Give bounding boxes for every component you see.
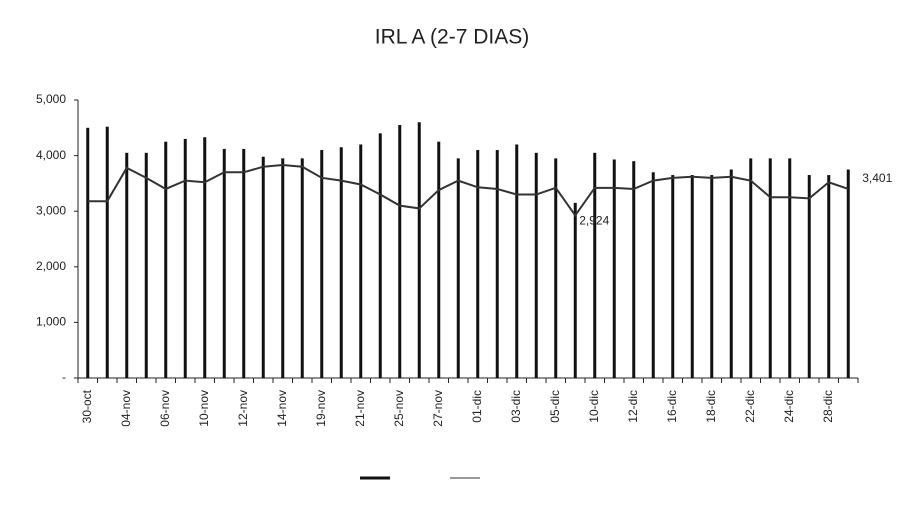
bar <box>125 152 129 378</box>
bar <box>300 158 304 378</box>
bar <box>86 127 90 378</box>
y-tick-label: 1,000 <box>36 315 66 329</box>
bar <box>105 126 109 378</box>
x-tick-label: 05-dic <box>548 390 562 423</box>
bar <box>378 133 382 378</box>
bar <box>807 175 811 378</box>
x-tick-label: 19-nov <box>314 390 328 427</box>
x-tick-label: 12-nov <box>236 390 250 427</box>
bar <box>456 158 460 378</box>
y-tick-label: 4,000 <box>36 148 66 162</box>
data-label: 3,401 <box>862 171 892 185</box>
bar <box>593 152 597 378</box>
bar <box>417 122 421 379</box>
bar <box>261 156 265 378</box>
bar <box>144 152 148 378</box>
chart-title: IRL A (2-7 DIAS) <box>375 26 529 49</box>
bar <box>651 172 655 378</box>
x-tick-label: 03-dic <box>509 390 523 423</box>
bar <box>495 150 499 378</box>
bar <box>320 150 324 378</box>
bar <box>612 159 616 378</box>
y-tick-label: 2,000 <box>36 259 66 273</box>
x-tick-label: 10-dic <box>587 390 601 423</box>
bar <box>183 138 187 378</box>
x-tick-label: 10-nov <box>197 390 211 427</box>
bar <box>827 175 831 378</box>
bar <box>281 158 285 378</box>
x-tick-label: 22-dic <box>743 390 757 423</box>
x-tick-label: 01-dic <box>470 390 484 423</box>
bar <box>768 158 772 378</box>
bar <box>749 158 753 378</box>
y-tick-label: 3,000 <box>36 203 66 217</box>
data-label: 2,924 <box>579 214 609 228</box>
bar <box>515 144 519 378</box>
x-tick-label: 30-oct <box>80 389 94 423</box>
bar <box>573 202 577 378</box>
bar <box>476 150 480 378</box>
bar <box>690 175 694 378</box>
bar <box>398 125 402 379</box>
y-tick-label: - <box>62 370 66 384</box>
bar <box>164 141 168 378</box>
x-tick-label: 21-nov <box>353 390 367 427</box>
bar <box>788 158 792 378</box>
bar <box>359 144 363 378</box>
bar <box>554 158 558 378</box>
bar <box>534 152 538 378</box>
x-tick-label: 18-dic <box>704 390 718 423</box>
bar <box>339 147 343 378</box>
x-tick-label: 12-dic <box>626 390 640 423</box>
bar <box>437 141 441 378</box>
bar <box>710 175 714 378</box>
bar <box>222 148 226 378</box>
bar <box>632 161 636 378</box>
x-tick-label: 04-nov <box>119 390 133 427</box>
bar <box>846 169 850 378</box>
bar <box>729 169 733 378</box>
x-tick-label: 28-dic <box>821 390 835 423</box>
x-tick-label: 25-nov <box>392 390 406 427</box>
x-tick-label: 14-nov <box>275 390 289 427</box>
bar <box>671 175 675 378</box>
x-tick-label: 16-dic <box>665 390 679 423</box>
bar <box>242 148 246 378</box>
x-tick-label: 06-nov <box>158 390 172 427</box>
y-tick-label: 5,000 <box>36 92 66 106</box>
line <box>87 164 849 218</box>
bar <box>203 137 207 378</box>
x-tick-label: 27-nov <box>431 390 445 427</box>
x-tick-label: 24-dic <box>782 390 796 423</box>
